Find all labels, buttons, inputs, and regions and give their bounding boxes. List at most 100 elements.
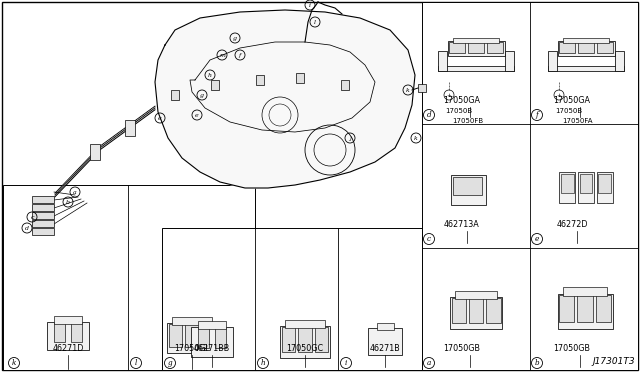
Bar bbox=[418, 84, 426, 92]
Text: g: g bbox=[233, 35, 237, 41]
Bar bbox=[368, 328, 402, 355]
Bar bbox=[125, 120, 135, 136]
Bar bbox=[580, 173, 592, 192]
Text: +: + bbox=[447, 93, 451, 97]
Bar bbox=[597, 42, 613, 53]
Bar bbox=[449, 42, 465, 53]
Text: g: g bbox=[200, 93, 204, 97]
Bar bbox=[376, 323, 394, 330]
Text: 46271BB: 46271BB bbox=[194, 344, 230, 353]
Text: 46272D: 46272D bbox=[556, 220, 588, 229]
Text: 17050FA: 17050FA bbox=[562, 118, 593, 124]
Bar bbox=[422, 2, 638, 370]
Bar bbox=[54, 322, 65, 341]
Bar bbox=[280, 326, 330, 358]
Bar bbox=[256, 75, 264, 85]
Text: l: l bbox=[314, 19, 316, 25]
Bar bbox=[453, 177, 482, 195]
Text: a: a bbox=[427, 359, 431, 367]
Bar bbox=[468, 42, 484, 53]
Bar bbox=[71, 322, 82, 341]
Bar bbox=[3, 185, 255, 370]
Text: m: m bbox=[219, 52, 225, 58]
Bar bbox=[202, 324, 216, 347]
Bar bbox=[341, 80, 349, 90]
Bar bbox=[596, 295, 611, 322]
Text: j: j bbox=[349, 135, 351, 141]
Bar bbox=[559, 295, 574, 322]
Bar bbox=[578, 171, 594, 203]
Text: b: b bbox=[66, 199, 70, 205]
Bar bbox=[167, 323, 217, 353]
Text: c: c bbox=[30, 215, 34, 219]
Bar bbox=[211, 80, 219, 90]
Text: f: f bbox=[536, 111, 538, 119]
Bar bbox=[315, 327, 328, 352]
Bar bbox=[559, 171, 575, 203]
Text: J17301T3: J17301T3 bbox=[593, 357, 635, 366]
Text: h: h bbox=[260, 359, 266, 367]
Text: 462713A: 462713A bbox=[444, 220, 480, 229]
Bar bbox=[563, 287, 607, 296]
Text: b: b bbox=[534, 359, 540, 367]
Bar bbox=[32, 204, 54, 211]
Bar bbox=[32, 196, 54, 203]
Text: 17050GB: 17050GB bbox=[554, 344, 591, 353]
Text: h: h bbox=[208, 73, 212, 77]
Text: c: c bbox=[427, 235, 431, 243]
Text: 17050GC: 17050GC bbox=[287, 344, 324, 353]
Text: k: k bbox=[12, 359, 16, 367]
Bar bbox=[577, 295, 593, 322]
Bar bbox=[185, 324, 199, 347]
Bar bbox=[548, 51, 557, 71]
Text: d: d bbox=[427, 111, 431, 119]
Bar bbox=[296, 73, 304, 83]
Text: 17050B: 17050B bbox=[555, 108, 582, 114]
Bar bbox=[451, 175, 486, 205]
Bar bbox=[215, 327, 226, 348]
Text: i: i bbox=[345, 359, 347, 367]
Bar bbox=[47, 322, 89, 350]
Bar bbox=[559, 42, 575, 53]
Bar bbox=[168, 324, 182, 347]
Bar bbox=[198, 327, 209, 348]
Bar bbox=[32, 220, 54, 227]
Bar bbox=[451, 298, 466, 323]
Bar bbox=[90, 144, 100, 160]
Text: f: f bbox=[239, 52, 241, 58]
Bar bbox=[615, 51, 624, 71]
Bar bbox=[54, 316, 82, 324]
Bar bbox=[32, 228, 54, 235]
Bar bbox=[557, 41, 614, 56]
Bar bbox=[191, 327, 233, 357]
Bar bbox=[598, 173, 611, 192]
Text: e: e bbox=[158, 115, 162, 121]
Bar bbox=[450, 297, 502, 329]
Text: e: e bbox=[535, 235, 539, 243]
Bar bbox=[596, 171, 612, 203]
Bar bbox=[548, 65, 624, 71]
Text: l: l bbox=[135, 359, 137, 367]
Bar bbox=[447, 41, 504, 56]
Text: 17050GB: 17050GB bbox=[444, 344, 481, 353]
Bar bbox=[282, 327, 295, 352]
Text: i: i bbox=[309, 3, 311, 7]
Text: d: d bbox=[25, 225, 29, 231]
Text: 17050B: 17050B bbox=[445, 108, 472, 114]
Text: 17050GL: 17050GL bbox=[174, 344, 210, 353]
Bar bbox=[438, 65, 514, 71]
Bar bbox=[171, 90, 179, 100]
Bar bbox=[469, 298, 483, 323]
Bar bbox=[557, 294, 612, 329]
Bar bbox=[561, 173, 573, 192]
Polygon shape bbox=[155, 10, 415, 188]
Text: e: e bbox=[195, 112, 199, 118]
Text: 46271D: 46271D bbox=[52, 344, 84, 353]
Bar bbox=[32, 212, 54, 219]
Text: +: + bbox=[557, 93, 561, 97]
Bar bbox=[285, 320, 325, 328]
Bar bbox=[505, 51, 514, 71]
Bar bbox=[486, 298, 500, 323]
Bar bbox=[578, 42, 594, 53]
Text: a: a bbox=[73, 189, 77, 195]
